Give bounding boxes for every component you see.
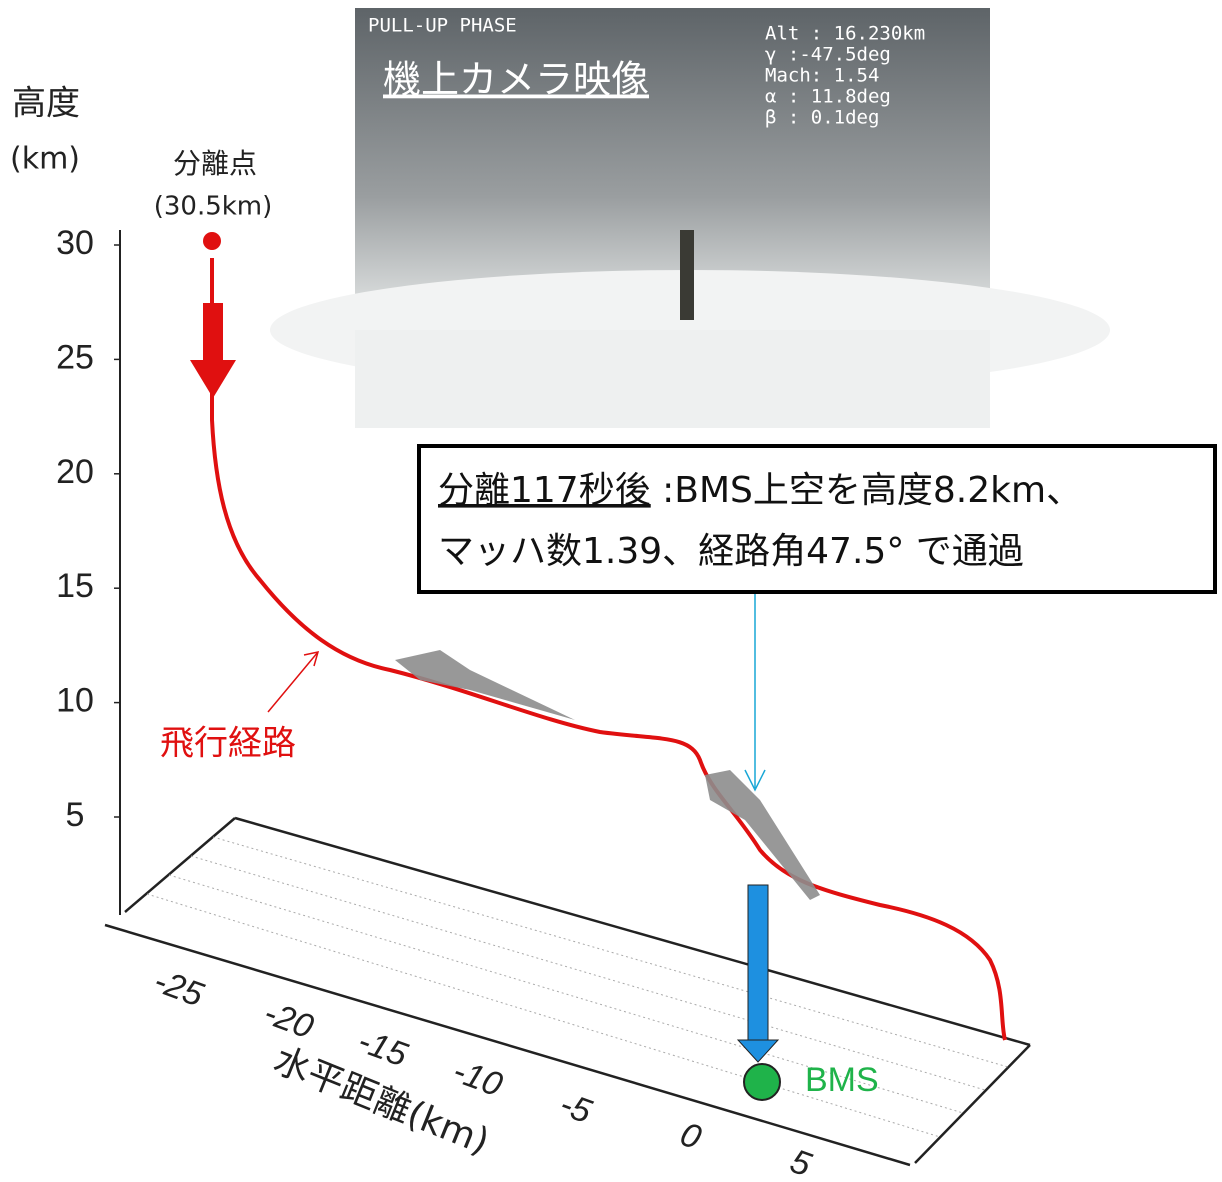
- camera-readout: β : 0.1deg: [765, 107, 879, 129]
- y-tick-label: 20: [56, 453, 94, 491]
- flight-path-label: 飛行経路: [160, 724, 296, 764]
- ground-grid: [146, 836, 1009, 1138]
- camera-image: [270, 8, 1110, 428]
- x-tick-label: -25: [149, 962, 208, 1015]
- camera-readout: Mach: 1.54: [765, 65, 879, 87]
- x-tick-label: -20: [259, 994, 318, 1047]
- camera-readout: Alt : 16.230km: [765, 23, 925, 45]
- pointer-head: [303, 651, 320, 667]
- callout-heading: 分離117秒後: [438, 470, 651, 511]
- y-tick-label: 15: [56, 567, 94, 605]
- descent-arrow: [190, 303, 236, 398]
- camera-readout: γ :-47.5deg: [765, 44, 891, 66]
- callout-pointer-head: [744, 769, 766, 792]
- camera-title: 機上カメラ映像: [383, 58, 649, 102]
- x-tick-label: -10: [448, 1052, 507, 1105]
- camera-readout: α : 11.8deg: [765, 86, 891, 108]
- camera-phase: PULL-UP PHASE: [368, 15, 517, 37]
- separation-dot: [203, 232, 221, 250]
- bms-label: BMS: [805, 1061, 879, 1099]
- ground-plane: [104, 816, 1031, 1167]
- separation-label: 分離点: [173, 147, 257, 180]
- aircraft: [395, 650, 820, 900]
- y-axis-unit: (km): [10, 142, 80, 177]
- y-tick-label: 30: [56, 224, 94, 262]
- x-tick-label: 0: [675, 1115, 706, 1157]
- separation-altitude: (30.5km): [154, 192, 273, 222]
- callout-text: :BMS上空を高度8.2km、: [651, 470, 1082, 511]
- y-tick-label: 10: [56, 682, 94, 720]
- y-axis-title: 高度: [12, 84, 80, 124]
- x-tick-label: -15: [353, 1022, 412, 1075]
- bms-marker: [743, 1063, 781, 1101]
- callout-box: [417, 444, 1217, 594]
- pointer: [267, 651, 319, 713]
- callout-line: 分離117秒後 :BMS上空を高度8.2km、: [438, 470, 1082, 511]
- flight-path: [210, 258, 1007, 1041]
- callout-text: マッハ数1.39、経路角47.5° で通過: [438, 531, 1024, 572]
- y-tick-label: 25: [56, 338, 94, 376]
- bms-arrow: [736, 884, 780, 1063]
- y-tick-label: 5: [66, 796, 85, 834]
- x-tick-label: -5: [555, 1085, 596, 1131]
- x-tick-label: 5: [785, 1142, 816, 1182]
